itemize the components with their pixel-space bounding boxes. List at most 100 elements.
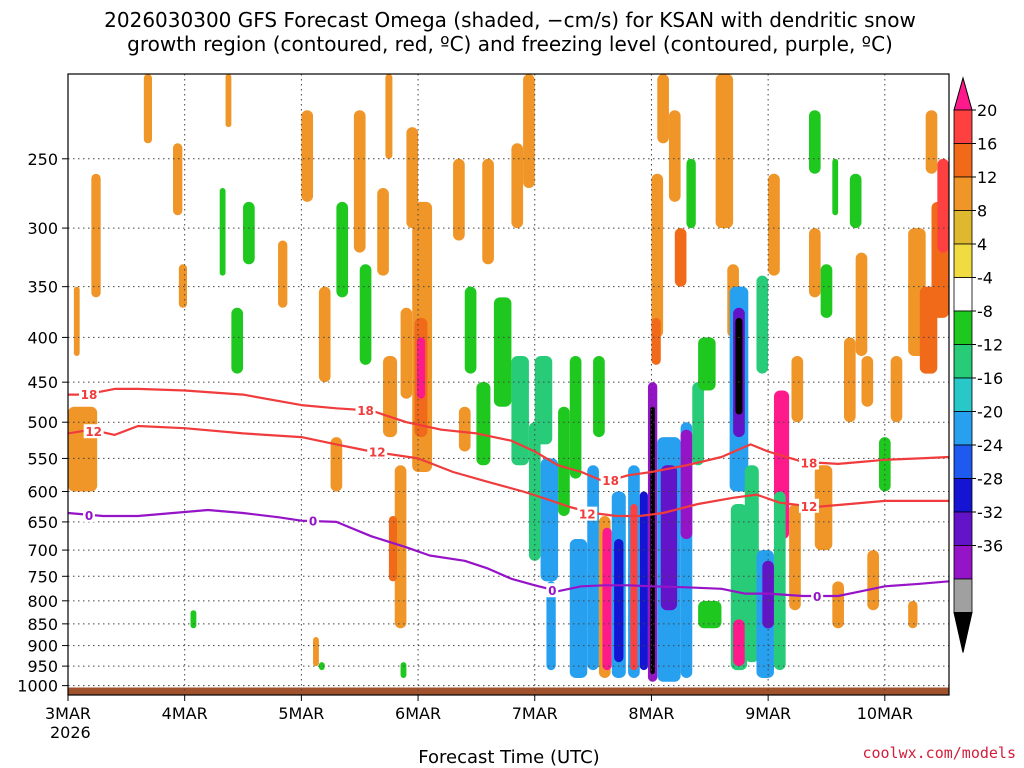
contour-label: 12: [369, 445, 386, 459]
omega-cell: [534, 355, 553, 445]
contour-label-bg: [83, 424, 104, 439]
omega-cell: [756, 275, 769, 374]
colorbar-label: 12: [977, 168, 997, 187]
omega-cell: [674, 228, 687, 287]
colorbar-segment: [953, 109, 973, 144]
omega-cell: [744, 465, 759, 663]
colorbar-segment: [953, 344, 973, 379]
contour-label: 0: [548, 584, 556, 598]
omega-cell: [808, 228, 821, 298]
colorbar-segment: [953, 176, 973, 211]
omega-cell: [680, 429, 693, 540]
omega-cell: [651, 317, 661, 365]
colorbar-top-arrow: [953, 76, 973, 111]
y-tick-label: 550: [27, 449, 58, 468]
omega-cell: [843, 337, 856, 423]
omega-cell: [768, 173, 780, 276]
omega-cell: [458, 406, 471, 452]
contour-label-bg: [577, 506, 598, 521]
omega-cell: [278, 240, 288, 308]
y-axis: 250 300 350 400 450 500 550 600 650 700 750 800 850 9…: [17, 150, 68, 696]
contour-line: [67, 424, 949, 518]
omega-shading-layer: [68, 74, 949, 682]
plot-frame: [67, 73, 950, 696]
omega-cell: [867, 550, 879, 611]
colorbar-label: -16: [977, 369, 1003, 388]
omega-cell: [330, 437, 343, 492]
omega-cell: [359, 264, 372, 365]
contour-label: 0: [309, 515, 317, 529]
omega-cell: [630, 503, 638, 671]
omega-cell: [219, 188, 226, 276]
colorbar-label: -28: [977, 470, 1003, 489]
y-tick-label: 450: [27, 373, 58, 392]
x-tick-label: 10MAR: [857, 704, 913, 723]
x-year-label: 2026: [50, 723, 91, 742]
omega-cell: [318, 662, 325, 671]
omega-cell: [849, 173, 862, 229]
contour-label: 0: [85, 509, 93, 523]
contour-label: 0: [813, 590, 821, 604]
omega-cell: [394, 465, 407, 629]
omega-cell: [318, 286, 331, 383]
y-tick-label: 400: [27, 328, 58, 347]
grid-layer: [67, 74, 949, 695]
contour-label-bg: [798, 455, 819, 470]
omega-cell: [464, 286, 477, 374]
omega-cell: [593, 355, 605, 438]
colorbar-label: -20: [977, 403, 1003, 422]
contour-label-bg: [83, 507, 96, 522]
omega-cell: [908, 600, 918, 629]
x-tick-label: 3MAR: [45, 704, 91, 723]
omega-cell: [528, 422, 541, 561]
contour-labels-layer: 18 18 18 18 12 12 12 12 0 0 0 0: [79, 386, 824, 604]
omega-cell: [773, 491, 786, 671]
omega-cell: [587, 465, 599, 671]
y-tick-label: 950: [27, 657, 58, 676]
y-tick-label: 1000: [17, 677, 58, 696]
contour-label: 18: [81, 388, 98, 402]
omega-cell: [91, 173, 101, 298]
colorbar-label: 8: [977, 202, 987, 221]
contour-label-bg: [367, 444, 388, 459]
colorbar-label: -12: [977, 336, 1003, 355]
omega-cell: [735, 317, 743, 415]
omega-cell: [523, 74, 535, 189]
contour-label-bg: [811, 589, 824, 604]
y-tick-label: 650: [27, 513, 58, 532]
omega-cell: [733, 619, 745, 667]
colorbar-segment: [953, 143, 973, 178]
contour-label: 18: [801, 457, 818, 471]
colorbar-label: 4: [977, 235, 987, 254]
omega-cell: [482, 158, 494, 265]
chart-title-line1: 2026030300 GFS Forecast Omega (shaded, −…: [104, 8, 916, 32]
omega-cell: [832, 158, 839, 216]
chart-title-line2: growth region (contoured, red, ºC) and f…: [127, 32, 893, 56]
contour-label: 18: [357, 404, 374, 418]
x-tick-label: 7MAR: [512, 704, 558, 723]
omega-cell: [353, 110, 366, 253]
omega-cell: [383, 355, 398, 438]
omega-cell: [231, 307, 244, 374]
contour-label-bg: [79, 386, 100, 401]
omega-cell: [68, 406, 98, 492]
contour-label-bg: [355, 402, 376, 417]
omega-cell: [660, 465, 678, 611]
y-tick-label: 850: [27, 615, 58, 634]
omega-cell: [511, 143, 524, 229]
y-tick-label: 300: [27, 219, 58, 238]
colorbar-label: 20: [977, 101, 997, 120]
omega-cell: [686, 158, 696, 229]
omega-cell: [791, 355, 804, 423]
omega-cell: [377, 188, 389, 276]
omega-cell: [937, 158, 949, 253]
colorbar-label: -24: [977, 436, 1003, 455]
omega-cell: [173, 143, 183, 216]
omega-cell: [178, 264, 188, 308]
omega-cell: [569, 539, 588, 678]
omega-cell: [651, 173, 664, 338]
colorbar-segment: [953, 511, 973, 546]
omega-cell: [698, 600, 722, 629]
omega-cell: [861, 355, 874, 407]
colorbar: 20 16 12 8 4 -4 -8 -12 -16 -20 -24 -28 -32 -36: [953, 76, 1003, 653]
